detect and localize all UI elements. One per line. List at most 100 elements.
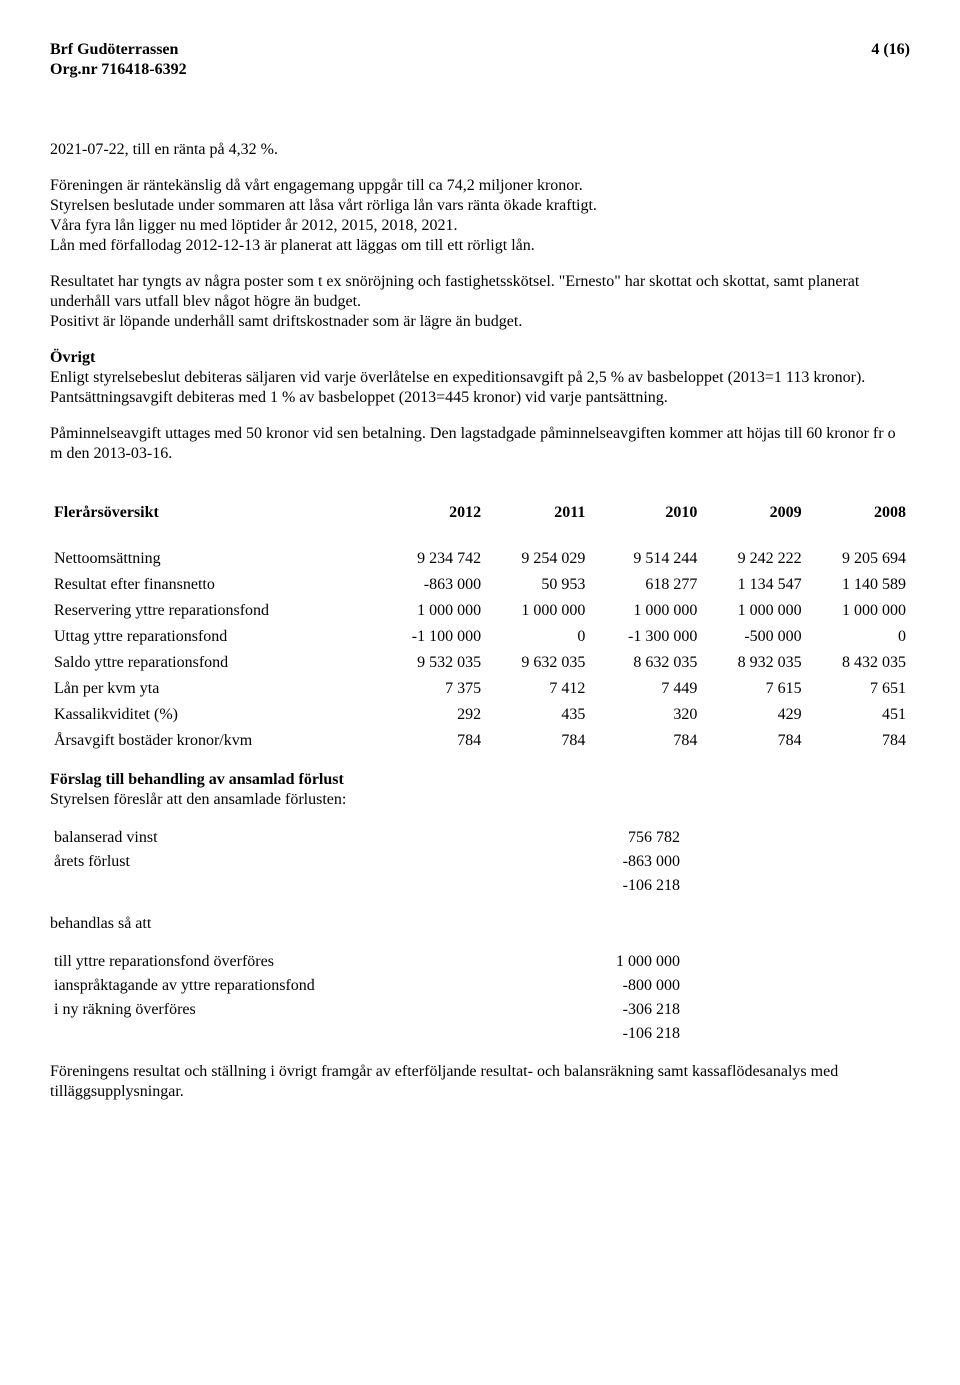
- page-number: 4 (16): [871, 40, 910, 60]
- cell-value: 8 932 035: [701, 650, 805, 676]
- row-label: Årsavgift bostäder kronor/kvm: [50, 728, 373, 754]
- cell-value: 618 277: [589, 572, 701, 598]
- table-row: i ny räkning överföres-306 218: [50, 998, 910, 1022]
- row-label: Resultat efter finansnetto: [50, 572, 373, 598]
- table-row: Nettoomsättning9 234 7429 254 0299 514 2…: [50, 546, 910, 572]
- org-number: Org.nr 716418-6392: [50, 60, 910, 80]
- page-header: Brf Gudöterrassen 4 (16): [50, 40, 910, 60]
- para5: Resultatet har tyngts av några poster so…: [50, 273, 859, 310]
- row-label: till yttre reparationsfond överföres: [50, 950, 458, 974]
- row-label: Saldo yttre reparationsfond: [50, 650, 373, 676]
- ovrigt-para1: Enligt styrelsebeslut debiteras säljaren…: [50, 368, 910, 408]
- cell-value: 8 632 035: [589, 650, 701, 676]
- cell-value: 9 205 694: [806, 546, 910, 572]
- cell-value: 9 632 035: [485, 650, 589, 676]
- table-row: årets förlust-863 000: [50, 850, 910, 874]
- proposal-subline: Styrelsen föreslår att den ansamlade för…: [50, 790, 910, 810]
- table-row: ianspråktagande av yttre reparationsfond…: [50, 974, 910, 998]
- cell-value: -500 000: [701, 624, 805, 650]
- cell-value: 1 000 000: [485, 598, 589, 624]
- cell-value: 9 514 244: [589, 546, 701, 572]
- cell-value: 1 000 000: [806, 598, 910, 624]
- year-col: 2008: [806, 500, 910, 526]
- row-label: Lån per kvm yta: [50, 676, 373, 702]
- proposal-heading: Förslag till behandling av ansamlad förl…: [50, 770, 910, 790]
- cell-value: -863 000: [288, 850, 910, 874]
- table-row: Uttag yttre reparationsfond-1 100 0000-1…: [50, 624, 910, 650]
- para2: Styrelsen beslutade under sommaren att l…: [50, 197, 597, 214]
- cell-value: 1 000 000: [589, 598, 701, 624]
- cell-value: 9 242 222: [701, 546, 805, 572]
- cell-value: -306 218: [458, 998, 910, 1022]
- year-col: 2010: [589, 500, 701, 526]
- proposal-block1: balanserad vinst756 782årets förlust-863…: [50, 826, 910, 874]
- cell-value: 8 432 035: [806, 650, 910, 676]
- cell-value: 784: [373, 728, 485, 754]
- cell-value: 9 532 035: [373, 650, 485, 676]
- row-label: Kassalikviditet (%): [50, 702, 373, 728]
- row-label: Nettoomsättning: [50, 546, 373, 572]
- cell-value: 9 254 029: [485, 546, 589, 572]
- cell-value: 429: [701, 702, 805, 728]
- behandlas-line: behandlas så att: [50, 914, 910, 934]
- cell-value: 451: [806, 702, 910, 728]
- row-label: i ny räkning överföres: [50, 998, 458, 1022]
- table-row: Reservering yttre reparationsfond1 000 0…: [50, 598, 910, 624]
- overview-heading: Flerårsöversikt: [50, 500, 373, 526]
- cell-value: 756 782: [288, 826, 910, 850]
- year-col: 2011: [485, 500, 589, 526]
- cell-value: 9 234 742: [373, 546, 485, 572]
- cell-value: 7 375: [373, 676, 485, 702]
- cell-value: 0: [485, 624, 589, 650]
- cell-value: 292: [373, 702, 485, 728]
- row-label: årets förlust: [50, 850, 288, 874]
- table-row: Kassalikviditet (%)292435320429451: [50, 702, 910, 728]
- ovrigt-para2: Påminnelseavgift uttages med 50 kronor v…: [50, 424, 910, 464]
- para6: Positivt är löpande underhåll samt drift…: [50, 313, 522, 330]
- table-row: Lån per kvm yta7 3757 4127 4497 6157 651: [50, 676, 910, 702]
- para1: Föreningen är räntekänslig då vårt engag…: [50, 177, 583, 194]
- cell-value: -1 100 000: [373, 624, 485, 650]
- year-col: 2009: [701, 500, 805, 526]
- cell-value: -800 000: [458, 974, 910, 998]
- year-col: 2012: [373, 500, 485, 526]
- para4: Lån med förfallodag 2012-12-13 är planer…: [50, 237, 535, 254]
- row-label: Reservering yttre reparationsfond: [50, 598, 373, 624]
- cell-value: -863 000: [373, 572, 485, 598]
- table-row: balanserad vinst756 782: [50, 826, 910, 850]
- cell-value: 435: [485, 702, 589, 728]
- cell-value: 1 000 000: [373, 598, 485, 624]
- cell-value: 784: [806, 728, 910, 754]
- paragraph: Resultatet har tyngts av några poster so…: [50, 272, 910, 332]
- proposal-total2: -106 218: [50, 1022, 910, 1046]
- cell-value: -1 300 000: [589, 624, 701, 650]
- company-name: Brf Gudöterrassen: [50, 40, 178, 60]
- proposal-total1: -106 218: [50, 874, 910, 898]
- cell-value: 50 953: [485, 572, 589, 598]
- cell-value: 1 000 000: [701, 598, 805, 624]
- table-row: till yttre reparationsfond överföres1 00…: [50, 950, 910, 974]
- total-value: -106 218: [73, 874, 910, 898]
- proposal-block2: till yttre reparationsfond överföres1 00…: [50, 950, 910, 1022]
- table-row: Saldo yttre reparationsfond9 532 0359 63…: [50, 650, 910, 676]
- footer-paragraph: Föreningens resultat och ställning i övr…: [50, 1062, 910, 1102]
- cell-value: 0: [806, 624, 910, 650]
- row-label: Uttag yttre reparationsfond: [50, 624, 373, 650]
- cell-value: 7 449: [589, 676, 701, 702]
- total-value: -106 218: [73, 1022, 910, 1046]
- table-row: Resultat efter finansnetto-863 00050 953…: [50, 572, 910, 598]
- section-heading-ovrigt: Övrigt: [50, 348, 910, 368]
- intro-line: 2021-07-22, till en ränta på 4,32 %.: [50, 140, 910, 160]
- cell-value: 1 134 547: [701, 572, 805, 598]
- cell-value: 1 000 000: [458, 950, 910, 974]
- table-row: Årsavgift bostäder kronor/kvm78478478478…: [50, 728, 910, 754]
- row-label: balanserad vinst: [50, 826, 288, 850]
- cell-value: 784: [701, 728, 805, 754]
- cell-value: 320: [589, 702, 701, 728]
- row-label: ianspråktagande av yttre reparationsfond: [50, 974, 458, 998]
- cell-value: 7 651: [806, 676, 910, 702]
- cell-value: 784: [485, 728, 589, 754]
- overview-table: Flerårsöversikt 2012 2011 2010 2009 2008…: [50, 500, 910, 754]
- cell-value: 7 615: [701, 676, 805, 702]
- paragraph: Föreningen är räntekänslig då vårt engag…: [50, 176, 910, 256]
